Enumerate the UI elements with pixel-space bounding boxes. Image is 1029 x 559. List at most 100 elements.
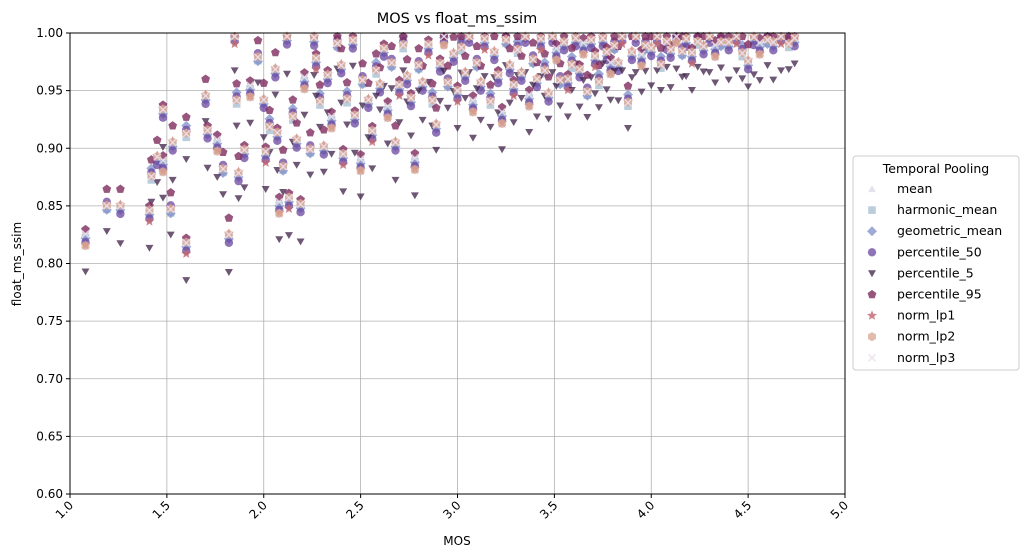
data-point (391, 176, 400, 184)
data-point (476, 78, 485, 87)
data-point (672, 32, 681, 41)
data-point (337, 69, 346, 78)
data-point (472, 85, 481, 93)
data-point (232, 79, 241, 88)
data-point (147, 172, 156, 181)
data-point (376, 106, 384, 114)
data-point (452, 96, 463, 106)
x-tick-label: 3.0 (440, 498, 463, 521)
data-point (563, 75, 573, 84)
data-point (711, 79, 720, 87)
data-point (323, 78, 332, 88)
data-point (116, 201, 125, 210)
legend-marker (867, 248, 877, 257)
y-tick-label: 0.75 (36, 314, 63, 328)
data-point (602, 47, 611, 57)
series-percentile_5 (81, 60, 799, 285)
data-point (631, 32, 640, 41)
data-point (453, 86, 462, 95)
x-tick-label: 1.5 (150, 498, 173, 521)
data-point (414, 43, 424, 53)
data-point (403, 72, 412, 81)
data-point (410, 192, 419, 200)
data-point (682, 34, 691, 43)
data-point (505, 69, 515, 78)
data-point (253, 35, 263, 45)
data-point (610, 67, 619, 75)
data-point (517, 76, 526, 86)
legend-item: norm_lp1 (867, 308, 955, 323)
data-point (158, 156, 168, 165)
data-point (647, 51, 656, 61)
data-point (575, 65, 584, 74)
data-point (338, 159, 349, 170)
data-point (582, 70, 592, 79)
data-point (337, 61, 346, 70)
data-point (343, 121, 352, 129)
data-point (259, 95, 268, 104)
data-point (182, 156, 191, 163)
data-point (544, 89, 553, 98)
legend-label: mean (897, 181, 932, 196)
legend-label: percentile_50 (897, 244, 982, 259)
y-tick-label: 0.70 (36, 372, 63, 386)
data-point (168, 138, 177, 147)
data-point (731, 38, 742, 49)
data-point (479, 44, 490, 54)
legend-item: norm_lp3 (867, 350, 955, 365)
data-point (358, 102, 367, 110)
data-point (203, 126, 212, 135)
data-point (439, 67, 448, 75)
data-point (763, 62, 772, 70)
data-point (468, 96, 478, 105)
data-point (716, 38, 726, 47)
data-point (490, 47, 499, 57)
data-point (337, 99, 346, 107)
data-point (402, 54, 412, 64)
data-point (253, 79, 262, 87)
y-tick-label: 0.90 (36, 141, 63, 155)
data-point (528, 38, 538, 47)
data-point (563, 113, 572, 121)
data-point (102, 228, 111, 236)
data-point (292, 143, 301, 152)
data-point (348, 62, 357, 70)
data-point (315, 80, 325, 89)
data-point (472, 58, 481, 68)
data-point (261, 186, 270, 193)
data-point (505, 61, 514, 70)
data-point (490, 55, 499, 65)
data-point (275, 208, 284, 218)
y-axis-title: float_ms_ssim (10, 222, 24, 306)
data-point (387, 41, 396, 50)
data-point (776, 38, 787, 49)
data-point (145, 244, 154, 252)
data-point (598, 34, 607, 43)
data-point (769, 46, 778, 55)
data-point (590, 51, 600, 61)
data-point (790, 34, 799, 43)
data-point (498, 146, 507, 154)
data-point (402, 80, 412, 89)
data-point (246, 81, 255, 90)
data-point (284, 193, 294, 202)
data-point (513, 31, 522, 41)
y-tick-label: 0.65 (36, 429, 63, 443)
legend-item: mean (868, 181, 932, 196)
data-point (544, 72, 553, 81)
data-point (182, 129, 191, 138)
data-point (271, 91, 280, 99)
data-point (784, 66, 793, 74)
legend-label: percentile_5 (897, 265, 974, 280)
data-point (367, 136, 378, 147)
legend-item: percentile_95 (867, 287, 982, 302)
data-point (327, 150, 336, 158)
data-point (666, 45, 675, 54)
data-point (309, 41, 319, 50)
data-point (525, 101, 534, 111)
data-point (372, 92, 381, 100)
data-point (273, 128, 282, 137)
data-point (623, 98, 633, 107)
data-point (449, 32, 458, 41)
data-point (627, 55, 637, 65)
